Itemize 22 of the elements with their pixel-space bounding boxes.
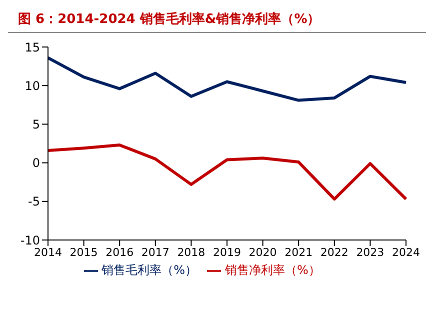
- x-tick-label: 2014: [34, 246, 62, 259]
- x-tick-label: 2018: [177, 246, 206, 259]
- x-tick-label: 2017: [141, 246, 170, 259]
- x-tick-label: 2021: [284, 246, 313, 259]
- legend-label: 销售净利率（%）: [225, 263, 320, 277]
- chart-title: 图 6：2014-2024 销售毛利率&销售净利率（%）: [8, 8, 426, 33]
- y-tick-label: -5: [28, 194, 40, 209]
- y-tick-label: -10: [20, 233, 40, 248]
- x-tick-label: 2022: [320, 246, 348, 259]
- line-series: [46, 56, 408, 102]
- x-tick-label: 2016: [106, 246, 134, 259]
- line-series: [46, 144, 408, 201]
- y-tick-label: 10: [24, 78, 40, 93]
- x-tick-label: 2024: [392, 246, 420, 259]
- legend-label: 销售毛利率（%）: [102, 263, 197, 277]
- x-tick-label: 2015: [70, 246, 98, 259]
- x-tick-label: 2020: [248, 246, 277, 259]
- y-tick-label: 15: [24, 40, 40, 54]
- x-tick-label: 2023: [356, 246, 384, 259]
- y-tick-label: 5: [32, 117, 40, 132]
- y-tick-label: 0: [32, 156, 40, 170]
- x-tick-label: 2019: [213, 246, 241, 259]
